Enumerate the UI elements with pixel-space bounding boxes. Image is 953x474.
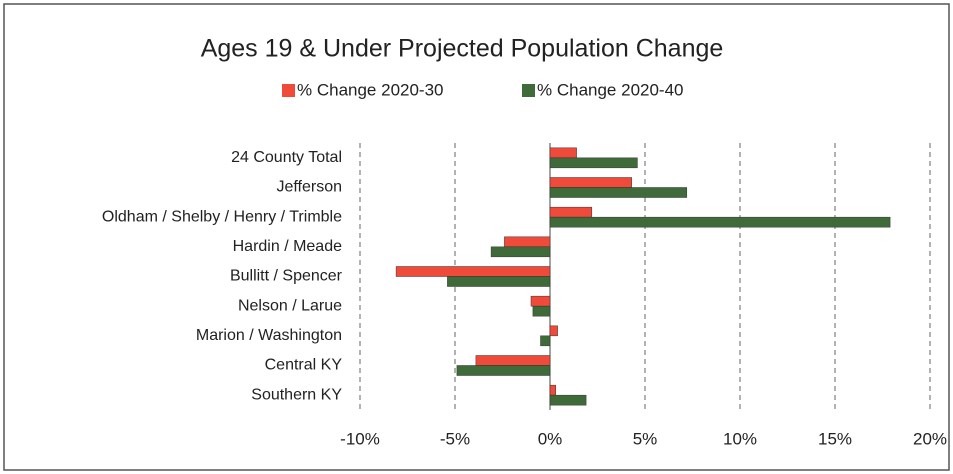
bar — [549, 177, 632, 188]
bar — [540, 335, 551, 347]
bar — [549, 157, 638, 169]
y-tick-label: Oldham / Shelby / Henry / Trimble — [102, 208, 342, 225]
bar — [395, 266, 551, 277]
bar — [475, 355, 551, 366]
bar — [532, 305, 551, 317]
bar — [530, 295, 551, 307]
y-tick-label: Central KY — [265, 357, 343, 374]
bar — [549, 216, 891, 228]
legend-label: % Change 2020-40 — [537, 80, 684, 99]
x-tick-label: 0% — [538, 429, 563, 448]
y-tick-label: Jefferson — [276, 179, 342, 196]
x-tick-label: 15% — [818, 429, 852, 448]
bar — [549, 325, 558, 337]
bar — [549, 394, 587, 406]
y-tick-label: Southern KY — [251, 386, 342, 403]
x-tick-label: -10% — [340, 429, 380, 448]
y-tick-label: Marion / Washington — [196, 327, 342, 344]
bar — [549, 206, 593, 218]
bar — [447, 276, 551, 287]
bar — [504, 236, 551, 248]
legend-swatch — [522, 84, 535, 97]
y-tick-label: 24 County Total — [231, 149, 342, 166]
bar — [456, 365, 551, 376]
bar — [490, 246, 551, 258]
chart-title: Ages 19 & Under Projected Population Cha… — [201, 35, 724, 63]
x-tick-label: 10% — [723, 429, 757, 448]
legend-label: % Change 2020-30 — [297, 80, 444, 99]
x-tick-label: 20% — [913, 429, 947, 448]
chart-border — [3, 3, 950, 471]
y-tick-label: Bullitt / Spencer — [230, 268, 343, 285]
legend-swatch — [282, 84, 295, 97]
y-tick-label: Hardin / Meade — [233, 238, 342, 255]
bar — [549, 187, 688, 198]
bar — [549, 384, 556, 396]
y-tick-label: Nelson / Larue — [238, 297, 342, 314]
x-tick-label: -5% — [440, 429, 470, 448]
bar — [549, 147, 577, 159]
x-tick-label: 5% — [633, 429, 658, 448]
